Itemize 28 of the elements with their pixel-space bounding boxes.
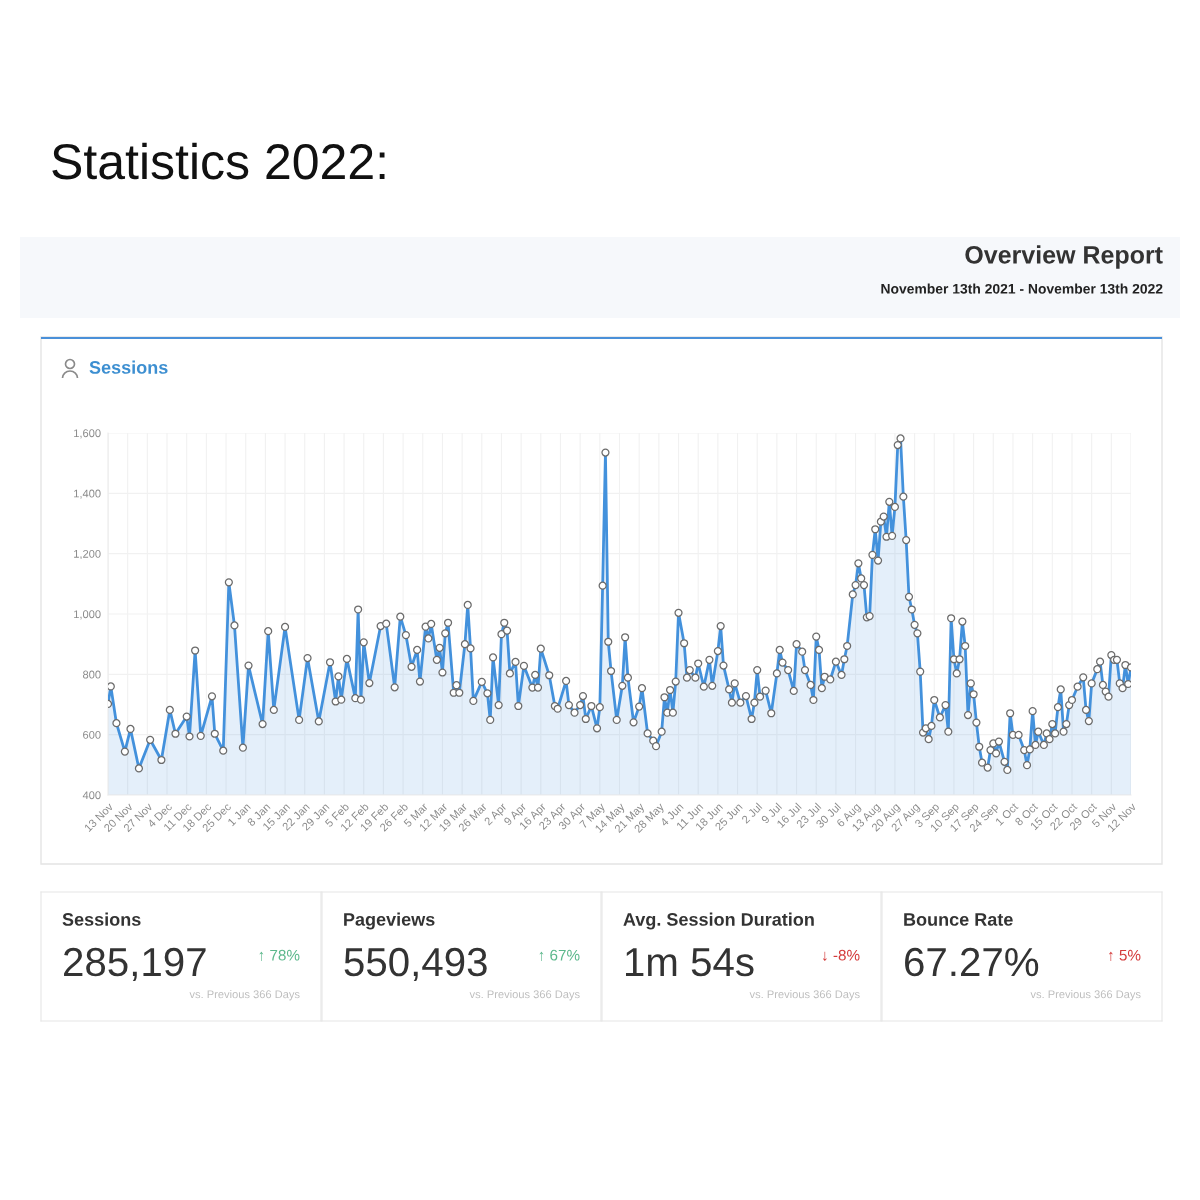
- y-tick-label: 1,000: [74, 610, 101, 620]
- text: ↑ 67%: [539, 949, 580, 961]
- y-tick-label: 1,600: [74, 429, 101, 439]
- text: Overview Report: [965, 245, 1163, 269]
- y-tick-label: 400: [82, 791, 101, 800]
- text: 550,493: [344, 947, 487, 982]
- text: 1m 54s: [626, 948, 754, 977]
- x-tick-label: 2 Jul: [741, 802, 763, 824]
- text: 285,197: [64, 947, 206, 982]
- text: vs. Previous 366 Days: [1030, 990, 1141, 1001]
- text: Bounce Rate: [904, 913, 1013, 926]
- text: vs. Previous 366 Days: [189, 990, 300, 1001]
- y-tick-label: 800: [83, 670, 101, 679]
- text: Statistics 2022:: [52, 142, 385, 180]
- y-tick-label: 1,400: [74, 489, 101, 499]
- text: ↑ 78%: [259, 949, 300, 961]
- text: ↑ 5%: [1109, 949, 1141, 961]
- y-tick-label: 1,200: [74, 549, 101, 560]
- text: ↓ -8%: [823, 949, 860, 961]
- text: vs. Previous 366 Days: [469, 990, 580, 1001]
- text: 67.27%: [905, 947, 1039, 977]
- y-tick-label: 600: [83, 730, 101, 739]
- text: vs. Previous 366 Days: [749, 990, 860, 1001]
- text: Pageviews: [344, 912, 435, 930]
- text: Sessions: [62, 912, 141, 926]
- text: Avg. Session Duration: [623, 912, 814, 930]
- text: November 13th 2021 - November 13th 2022: [881, 283, 1163, 294]
- chart-title: Sessions: [89, 360, 168, 374]
